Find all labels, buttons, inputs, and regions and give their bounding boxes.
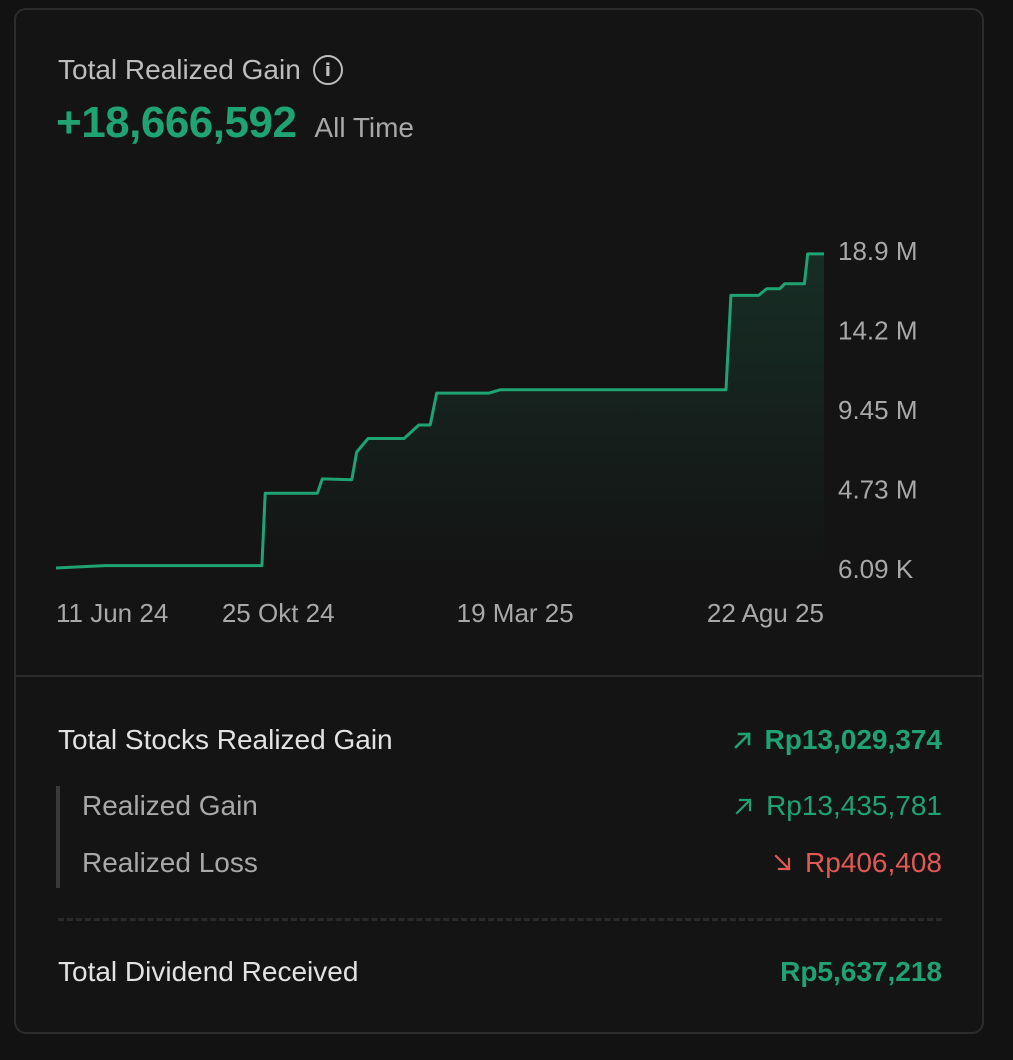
x-tick-label: 19 Mar 25 — [457, 598, 574, 628]
dividend-row: Total Dividend Received Rp5,637,218 — [58, 956, 942, 988]
realized-loss-value-group: Rp406,408 — [771, 847, 942, 879]
breakdown-indicator — [56, 786, 60, 888]
realized-gain-chart[interactable]: 18.9 M 14.2 M 9.45 M 4.73 M 6.09 K 11 Jun 24… — [16, 10, 982, 650]
y-tick-label: 18.9 M — [838, 236, 918, 266]
dividend-value: Rp5,637,218 — [780, 956, 942, 987]
x-tick-label: 22 Agu 25 — [707, 598, 824, 628]
realized-gain-value-group: Rp13,435,781 — [732, 790, 942, 822]
realized-gain-value: Rp13,435,781 — [766, 790, 942, 821]
realized-loss-row: Realized Loss Rp406,408 — [82, 847, 942, 879]
stocks-realized-gain-row: Total Stocks Realized Gain Rp13,029,374 — [58, 724, 942, 756]
y-tick-label: 14.2 M — [838, 316, 918, 346]
y-tick-label: 4.73 M — [838, 475, 918, 505]
stocks-realized-gain-value-group: Rp13,029,374 — [731, 724, 942, 756]
x-tick-label: 11 Jun 24 — [56, 598, 168, 628]
realized-loss-value: Rp406,408 — [804, 847, 942, 878]
realized-gain-card: Total Realized Gain i +18,666,592 All Ti… — [14, 8, 984, 1034]
realized-gain-row: Realized Gain Rp13,435,781 — [82, 790, 942, 822]
info-icon[interactable]: i — [312, 55, 343, 85]
chart-area-fill — [56, 253, 824, 568]
card-title: Total Realized Gain — [58, 54, 301, 85]
realized-loss-label: Realized Loss — [82, 847, 258, 878]
total-value-row: +18,666,592 All Time — [56, 98, 414, 148]
chart-series-line — [55, 252, 824, 570]
section-divider — [16, 675, 982, 677]
stocks-realized-gain-label: Total Stocks Realized Gain — [58, 724, 393, 755]
y-tick-label: 9.45 M — [838, 395, 918, 425]
y-tick-label: 6.09 K — [838, 554, 914, 584]
dividend-label: Total Dividend Received — [58, 956, 359, 987]
period-selector[interactable]: All Time — [314, 112, 414, 143]
title-row: Total Realized Gain i — [58, 54, 343, 86]
stocks-realized-gain-value: Rp13,029,374 — [764, 724, 942, 755]
dashed-divider — [58, 918, 942, 921]
total-realized-gain-value: +18,666,592 — [56, 98, 297, 147]
arrow-up-right-icon — [731, 728, 755, 752]
arrow-down-right-icon — [771, 851, 795, 875]
realized-gain-label: Realized Gain — [82, 790, 258, 821]
arrow-up-right-icon — [732, 794, 756, 818]
x-tick-label: 25 Okt 24 — [222, 598, 335, 628]
